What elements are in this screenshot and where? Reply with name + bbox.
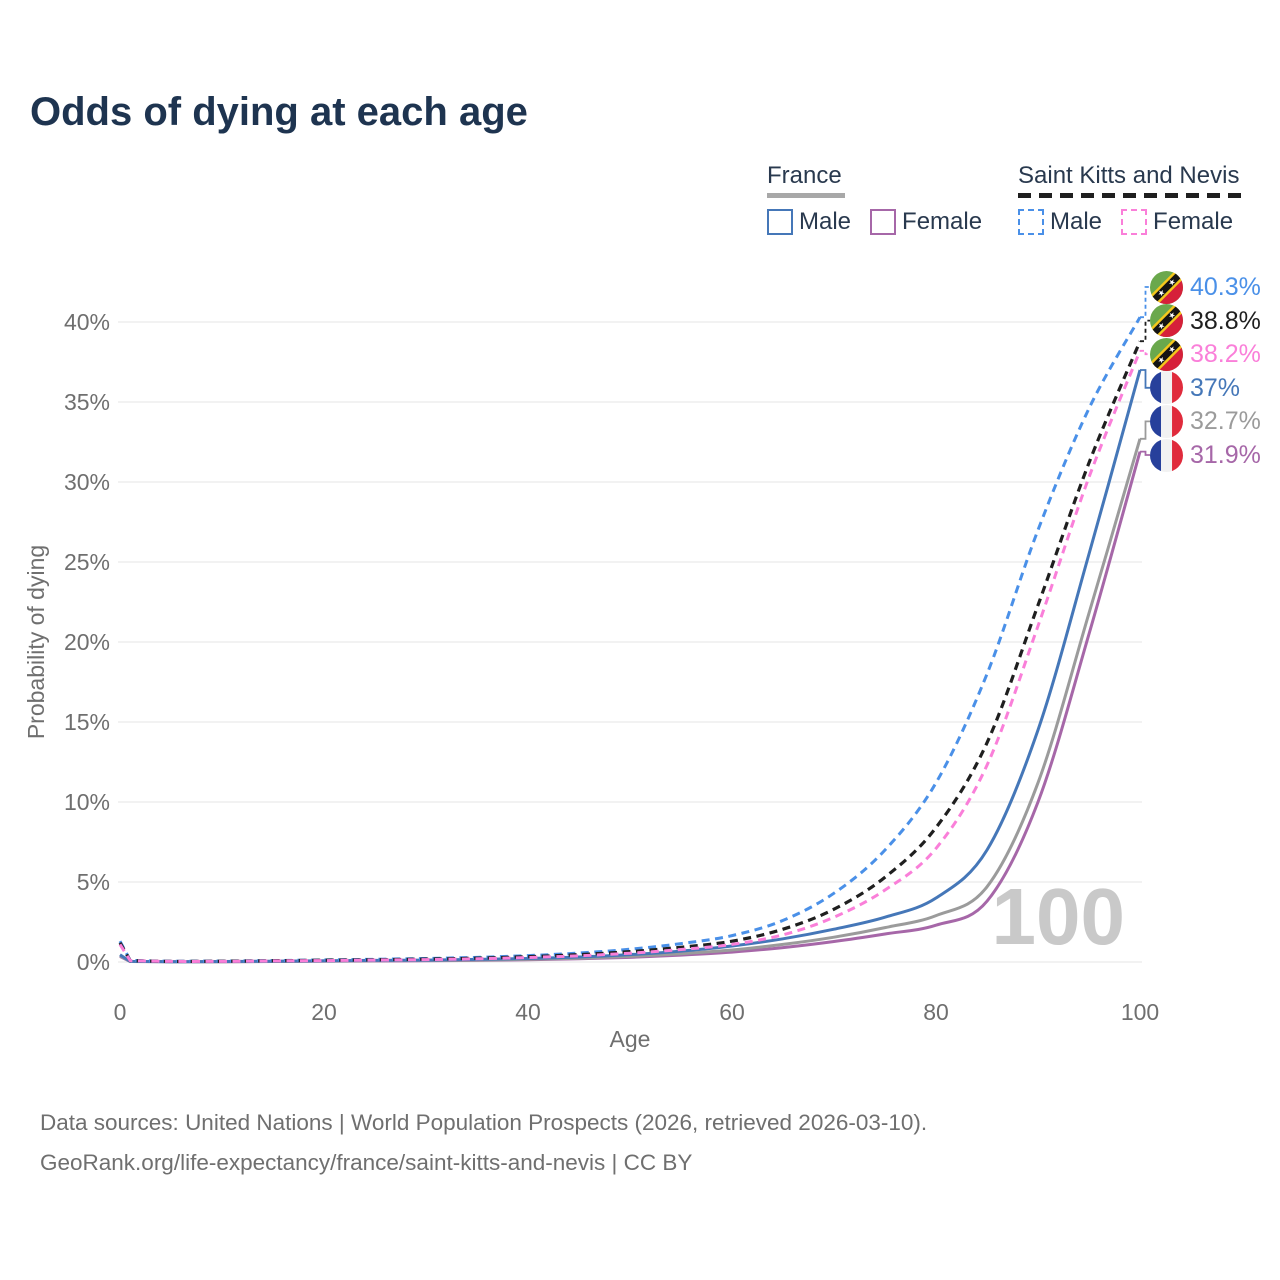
label-connector-france-both xyxy=(1140,420,1150,440)
y-tick-label: 40% xyxy=(64,309,110,335)
label-connector-skn-male xyxy=(1140,286,1150,319)
legend-group-title: Saint Kitts and Nevis xyxy=(1018,162,1240,189)
flag-icon-france xyxy=(1150,438,1183,472)
flag-icon-france xyxy=(1150,371,1183,405)
x-tick-label: 40 xyxy=(515,999,541,1025)
series-end-label-france-both: 32.7% xyxy=(1150,404,1261,438)
label-connector-skn-both xyxy=(1140,319,1150,343)
label-connectors xyxy=(1140,286,1150,456)
series-end-value: 38.2% xyxy=(1190,340,1261,369)
svg-text:★: ★ xyxy=(1156,287,1168,299)
svg-text:★: ★ xyxy=(1166,343,1178,355)
license-line: GeoRank.org/life-expectancy/france/saint… xyxy=(40,1150,693,1175)
legend-items: Male Female xyxy=(767,208,982,236)
y-tick-label: 0% xyxy=(77,949,110,975)
series-line-france-both xyxy=(119,438,1142,964)
axis-labels: 0% 5% 10% 15% 20% 25% 30% 35% 40% 0 20 40 60 80 100 xyxy=(64,309,1159,1025)
page-title: Odds of dying at each age xyxy=(30,90,528,134)
svg-text:★: ★ xyxy=(1166,276,1178,288)
series-end-label-france-male: 37% xyxy=(1150,371,1240,405)
x-tick-label: 0 xyxy=(114,999,127,1025)
flag-icon-saint-kitts-and-nevis: ★ ★ xyxy=(1150,337,1183,371)
legend-group-title: France xyxy=(767,162,842,189)
legend-line-style-sample xyxy=(767,193,845,198)
legend-swatch-icon xyxy=(1018,209,1044,235)
series-end-value: 32.7% xyxy=(1190,407,1261,436)
series-end-label-skn-female: ★ ★ 38.2% xyxy=(1150,337,1261,371)
legend-item-label: Male xyxy=(1050,208,1103,235)
x-tick-label: 20 xyxy=(311,999,337,1025)
y-tick-label: 10% xyxy=(64,789,110,815)
watermark-age-label: 100 xyxy=(992,872,1125,961)
flag-icon-saint-kitts-and-nevis: ★ ★ xyxy=(1150,270,1183,304)
series-line-skn-both xyxy=(118,340,1142,964)
x-tick-label: 60 xyxy=(719,999,745,1025)
gridlines xyxy=(118,321,1142,963)
legend-item-france-male[interactable]: Male xyxy=(767,208,851,236)
series-line-skn-male xyxy=(118,316,1142,963)
y-tick-label: 25% xyxy=(64,549,110,575)
y-tick-label: 15% xyxy=(64,709,110,735)
x-tick-label: 80 xyxy=(923,999,949,1025)
svg-text:★: ★ xyxy=(1166,310,1178,322)
legend-swatch-icon xyxy=(870,209,897,235)
y-tick-label: 30% xyxy=(64,469,110,495)
series-end-value: 40.3% xyxy=(1190,273,1261,301)
legend-item-saint-kitts-and-nevis-female[interactable]: Female xyxy=(1121,208,1233,236)
series-line-france-male xyxy=(119,369,1142,964)
legend-swatch-icon xyxy=(1121,209,1148,235)
legend-items: Male Female xyxy=(1018,208,1246,236)
legend-item-label: Female xyxy=(1153,208,1234,235)
y-tick-label: 5% xyxy=(77,869,110,895)
legend-group-saint-kitts-and-nevis: Saint Kitts and Nevis Male Female xyxy=(1018,163,1246,236)
series-end-value: 31.9% xyxy=(1190,441,1261,469)
y-tick-label: 20% xyxy=(64,629,110,655)
data-sources-line: Data sources: United Nations | World Pop… xyxy=(40,1110,928,1135)
legend-group-france: France Male Female xyxy=(767,163,982,236)
legend-item-saint-kitts-and-nevis-male[interactable]: Male xyxy=(1018,208,1102,236)
series-lines xyxy=(118,316,1142,964)
series-end-label-france-female: 31.9% xyxy=(1150,438,1261,472)
x-tick-label: 100 xyxy=(1121,999,1159,1025)
series-end-label-skn-both: ★ ★ 38.8% xyxy=(1150,304,1261,338)
legend-item-france-female[interactable]: Female xyxy=(870,208,982,236)
series-end-value: 37% xyxy=(1190,373,1241,402)
y-tick-label: 35% xyxy=(64,389,110,415)
label-connector-france-male xyxy=(1140,369,1150,389)
flag-icon-france xyxy=(1150,404,1183,438)
legend-line-style-sample xyxy=(1018,193,1246,198)
legend-item-label: Female xyxy=(902,208,983,235)
label-connector-france-female xyxy=(1140,450,1150,456)
flag-icon-saint-kitts-and-nevis: ★ ★ xyxy=(1150,304,1183,338)
series-end-label-skn-male: ★ ★ 40.3% xyxy=(1150,270,1261,304)
legend-item-label: Male xyxy=(799,208,852,235)
y-axis-title: Probability of dying xyxy=(23,545,49,739)
series-line-skn-female xyxy=(118,350,1142,963)
svg-text:★: ★ xyxy=(1156,320,1168,332)
label-connector-skn-female xyxy=(1140,349,1150,356)
svg-text:★: ★ xyxy=(1156,354,1168,366)
x-axis-title: Age xyxy=(610,1026,651,1052)
legend-swatch-icon xyxy=(767,209,793,235)
series-end-value: 38.8% xyxy=(1190,306,1261,335)
